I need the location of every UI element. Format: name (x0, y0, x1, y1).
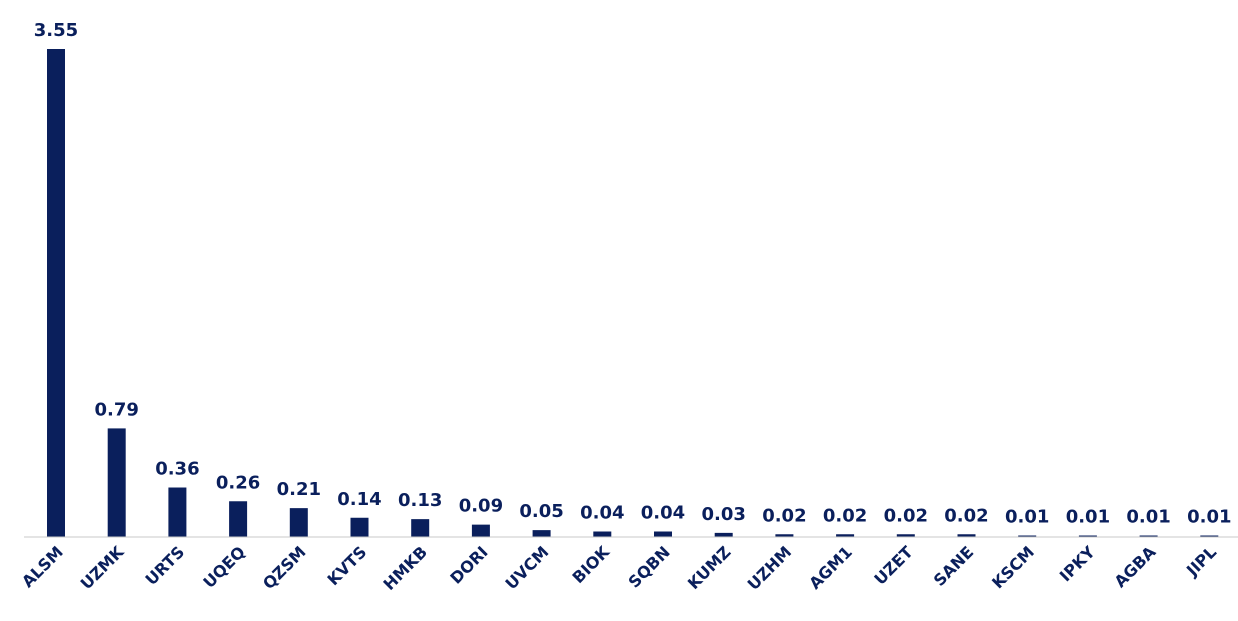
value-label-uzmk: 0.79 (94, 399, 138, 420)
category-label-alsm: ALSM (18, 542, 67, 591)
category-label-agm1: AGM1 (805, 542, 856, 593)
bar-kscm (1018, 535, 1037, 537)
value-label-qzsm: 0.21 (277, 479, 321, 500)
bar-uzet (896, 534, 915, 537)
value-label-sqbn: 0.04 (641, 503, 685, 524)
bar-ipky (1078, 535, 1097, 537)
bar-hmkb (411, 519, 430, 537)
value-label-uzet: 0.02 (884, 505, 928, 526)
category-label-jipl: JIPL (1182, 542, 1220, 580)
bar-dori (471, 524, 490, 537)
bar-jipl (1200, 535, 1219, 537)
bar-kvts (350, 517, 369, 537)
category-label-kvts: KVTS (324, 542, 371, 589)
value-label-dori: 0.09 (459, 496, 503, 517)
category-label-kumz: KUMZ (684, 542, 735, 593)
value-label-urts: 0.36 (155, 459, 199, 480)
value-label-biok: 0.04 (580, 503, 624, 524)
bar-urts (168, 487, 187, 537)
value-label-agm1: 0.02 (823, 505, 867, 526)
value-label-sane: 0.02 (944, 505, 988, 526)
value-label-hmkb: 0.13 (398, 490, 442, 511)
category-label-uzet: UZET (870, 542, 916, 588)
bars-group (47, 49, 1219, 537)
category-labels-group: ALSM UZMK URTS UQEQ QZSM KVTS HMKB DORI UVCM BIOK… (18, 542, 1220, 594)
bar-agm1 (836, 534, 855, 537)
category-label-qzsm: QZSM (259, 542, 310, 593)
bar-alsm (47, 49, 65, 537)
category-label-sane: SANE (930, 542, 978, 590)
category-label-uzhm: UZHM (744, 542, 796, 594)
value-label-uzhm: 0.02 (762, 505, 806, 526)
value-label-kumz: 0.03 (701, 504, 745, 525)
category-label-hmkb: HMKB (379, 542, 431, 594)
bar-uvcm (532, 530, 551, 537)
value-label-uvcm: 0.05 (519, 501, 563, 522)
value-label-alsm: 3.55 (34, 20, 78, 41)
bar-sqbn (654, 531, 672, 537)
bar-uzmk (107, 428, 126, 537)
value-labels-group: 3.55 0.79 0.36 0.26 0.21 0.14 0.13 0.09 0.05 0.04… (34, 20, 1232, 528)
category-label-uzmk: UZMK (77, 542, 128, 593)
category-label-uvcm: UVCM (501, 542, 552, 593)
category-label-urts: URTS (142, 542, 189, 589)
bar-sane (957, 534, 976, 537)
bar-uzhm (775, 534, 794, 537)
category-label-biok: BIOK (568, 542, 613, 587)
value-label-jipl: 0.01 (1187, 507, 1231, 528)
value-label-kvts: 0.14 (337, 489, 381, 510)
category-label-sqbn: SQBN (625, 542, 674, 591)
bar-biok (593, 531, 612, 537)
category-label-dori: DORI (446, 542, 491, 587)
bar-uqeq (229, 501, 248, 537)
value-label-kscm: 0.01 (1005, 507, 1049, 528)
category-label-kscm: KSCM (988, 542, 1038, 592)
bar-qzsm (289, 508, 308, 537)
bar-agba (1139, 535, 1158, 537)
category-label-ipky: IPKY (1056, 542, 1099, 585)
value-label-agba: 0.01 (1126, 507, 1170, 528)
bar-kumz (714, 532, 733, 537)
value-label-uqeq: 0.26 (216, 472, 260, 493)
category-label-uqeq: UQEQ (199, 542, 249, 592)
category-label-agba: AGBA (1111, 542, 1160, 591)
value-label-ipky: 0.01 (1066, 507, 1110, 528)
